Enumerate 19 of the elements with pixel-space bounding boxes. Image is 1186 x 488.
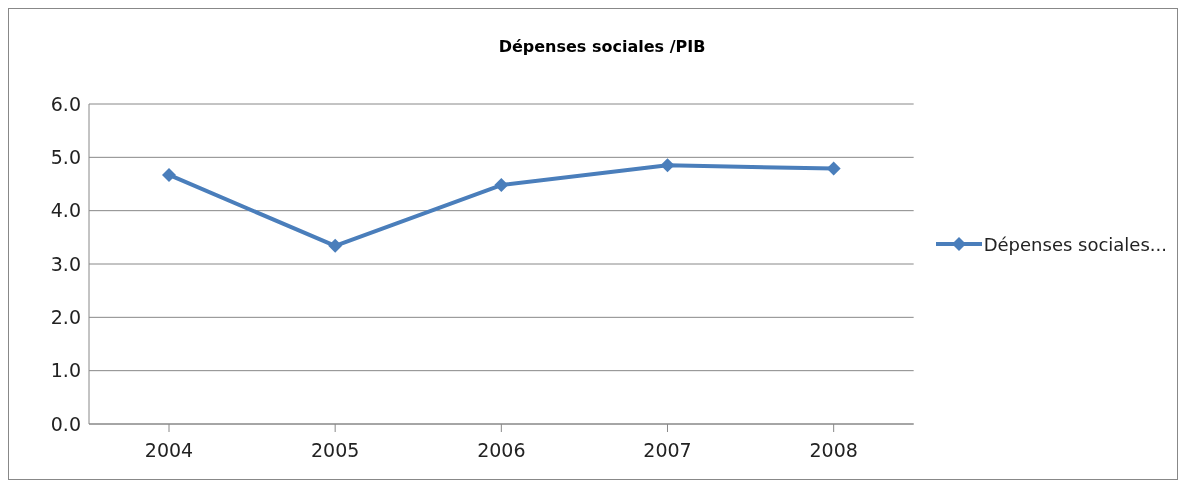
x-tick-label: 2006 bbox=[477, 439, 526, 462]
y-tick-label: 3.0 bbox=[50, 252, 81, 275]
point bbox=[328, 238, 343, 253]
legend-label: Dépenses sociales... bbox=[983, 233, 1167, 255]
x-tick-label: 2008 bbox=[809, 439, 858, 462]
point bbox=[162, 167, 176, 182]
y-tick-label: 6.0 bbox=[50, 92, 81, 115]
y-tick-label: 2.0 bbox=[50, 306, 81, 329]
x-tick-label: 2007 bbox=[643, 439, 692, 462]
y-tick-label: 1.0 bbox=[50, 359, 81, 382]
y-tick-label: 5.0 bbox=[50, 146, 81, 169]
point bbox=[494, 178, 509, 193]
y-tick-label: 4.0 bbox=[50, 199, 81, 222]
x-tick-label: 2004 bbox=[144, 439, 194, 462]
y-tick-label: 0.0 bbox=[50, 412, 81, 435]
x-tick-label: 2005 bbox=[310, 439, 360, 462]
chart-title: Dépenses sociales /PIB bbox=[497, 37, 707, 56]
point bbox=[826, 161, 841, 176]
point bbox=[660, 158, 675, 173]
